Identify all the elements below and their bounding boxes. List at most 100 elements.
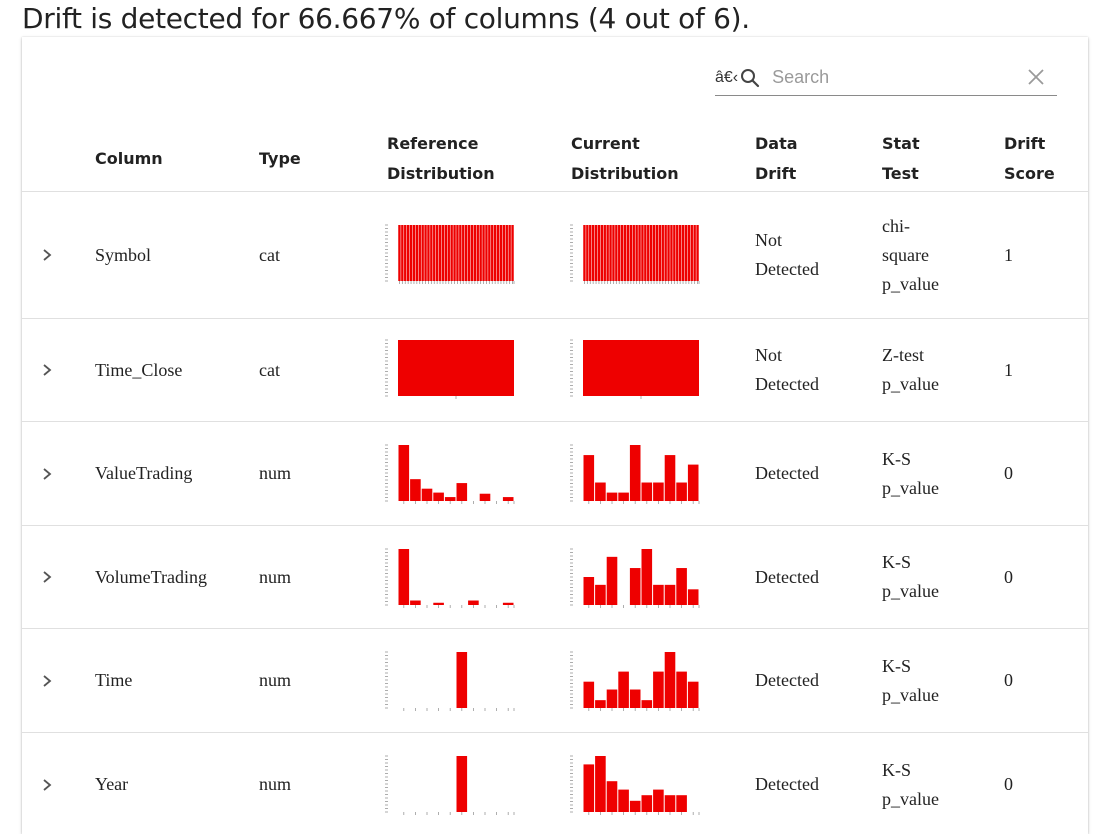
bar — [493, 225, 497, 281]
column-name: VolumeTrading — [95, 566, 208, 587]
bar — [618, 225, 621, 281]
drift-table-card: â€‹ Column Type Reference Distribution C… — [22, 37, 1088, 834]
bar — [502, 602, 514, 605]
close-icon[interactable] — [1027, 68, 1045, 86]
expand-row-button[interactable] — [40, 192, 54, 318]
bar — [658, 225, 662, 281]
drift-score: 1 — [1004, 244, 1013, 265]
bar — [502, 225, 506, 281]
bar — [606, 556, 618, 605]
bar — [603, 225, 606, 281]
header-drift-score[interactable]: Drift Score — [1004, 129, 1055, 189]
bar — [473, 225, 477, 281]
bar — [626, 225, 630, 281]
bar — [678, 225, 682, 281]
stat-test: K-S p_value — [882, 652, 939, 710]
table-row: Time num Detected K-S p_value 0 — [22, 629, 1088, 733]
expand-row-button[interactable] — [40, 319, 54, 421]
drift-score: 0 — [1004, 566, 1013, 587]
bar — [667, 225, 670, 281]
bar — [479, 225, 482, 281]
bar — [649, 225, 653, 281]
drift-score: 0 — [1004, 463, 1013, 483]
bar — [676, 482, 687, 501]
bar — [415, 225, 419, 281]
bar — [681, 225, 685, 281]
bar — [676, 225, 679, 281]
bar — [647, 225, 650, 281]
bar — [583, 225, 586, 281]
column-name: Time — [95, 670, 133, 690]
drift-summary-headline: Drift is detected for 66.667% of columns… — [22, 2, 750, 35]
chevron-right-icon — [43, 778, 52, 791]
header-stat-test[interactable]: Stat Test — [882, 129, 920, 189]
drift-score: 0 — [1004, 774, 1013, 794]
header-ref-line1: Reference — [387, 134, 479, 153]
drift-status-line1: Detected — [755, 670, 819, 690]
bar — [687, 681, 699, 708]
bar — [583, 681, 595, 708]
header-data-drift[interactable]: Data Drift — [755, 129, 798, 189]
bar — [427, 225, 430, 281]
bar — [398, 549, 410, 605]
bar — [470, 225, 474, 281]
bar — [485, 225, 488, 281]
bar — [673, 225, 676, 281]
reference-distribution-plot — [385, 651, 515, 711]
bar — [641, 225, 644, 281]
bar — [595, 584, 606, 605]
expand-row-button[interactable] — [40, 733, 54, 834]
stat-test-line1: chi- — [882, 215, 910, 236]
bar — [453, 225, 456, 281]
bar — [696, 225, 699, 281]
expand-row-button[interactable] — [40, 526, 54, 628]
bar — [684, 225, 688, 281]
search-input[interactable] — [770, 66, 1005, 89]
data-drift-status: Not Detected — [755, 226, 819, 284]
bar — [398, 445, 410, 501]
bar — [464, 225, 468, 281]
header-type[interactable]: Type — [259, 149, 301, 168]
stat-test-line2: p_value — [882, 374, 939, 394]
expand-row-button[interactable] — [40, 422, 54, 525]
bar — [618, 789, 629, 812]
bar — [612, 225, 615, 281]
search-prefix-text: â€‹ — [715, 68, 739, 86]
bar — [433, 225, 436, 281]
stat-test-line2: p_value — [882, 477, 939, 498]
bar — [421, 225, 424, 281]
header-column[interactable]: Column — [95, 149, 163, 168]
bar — [664, 455, 676, 501]
bar — [629, 445, 641, 501]
bar — [687, 464, 699, 501]
bar — [496, 225, 500, 281]
bar — [508, 225, 511, 281]
bar — [687, 225, 691, 281]
stat-test-line3: p_value — [882, 273, 939, 294]
bar — [459, 225, 462, 281]
reference-distribution-plot — [385, 339, 514, 399]
data-drift-status: Not Detected — [755, 341, 819, 399]
expand-row-button[interactable] — [40, 629, 54, 732]
bar — [583, 340, 699, 396]
bar — [664, 652, 676, 708]
bar — [629, 800, 641, 812]
bar — [441, 225, 445, 281]
bar — [589, 225, 592, 281]
column-type: cat — [259, 359, 280, 380]
bar — [456, 483, 468, 501]
bar — [676, 568, 687, 605]
drift-status-line1: Detected — [755, 774, 819, 794]
bar — [410, 479, 421, 501]
header-current-distribution: Current Distribution — [571, 129, 679, 189]
bar — [653, 482, 664, 501]
bar — [664, 795, 676, 812]
drift-status-line1: Not — [755, 230, 782, 250]
header-stat-line2: Test — [882, 164, 919, 183]
bar — [482, 225, 485, 281]
bar — [606, 689, 618, 708]
bar — [488, 225, 491, 281]
chevron-right-icon — [43, 249, 52, 261]
chevron-right-icon — [43, 364, 52, 376]
chevron-right-icon — [43, 571, 52, 583]
